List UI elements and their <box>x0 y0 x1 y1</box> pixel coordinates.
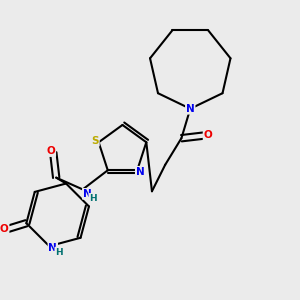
Text: H: H <box>55 248 63 256</box>
Text: O: O <box>0 224 9 234</box>
Text: S: S <box>92 136 99 146</box>
Text: N: N <box>186 104 195 114</box>
Text: N: N <box>83 189 92 199</box>
Text: N: N <box>136 167 145 177</box>
Text: O: O <box>46 146 55 156</box>
Text: N: N <box>48 243 57 253</box>
Text: O: O <box>204 130 212 140</box>
Text: H: H <box>89 194 97 203</box>
